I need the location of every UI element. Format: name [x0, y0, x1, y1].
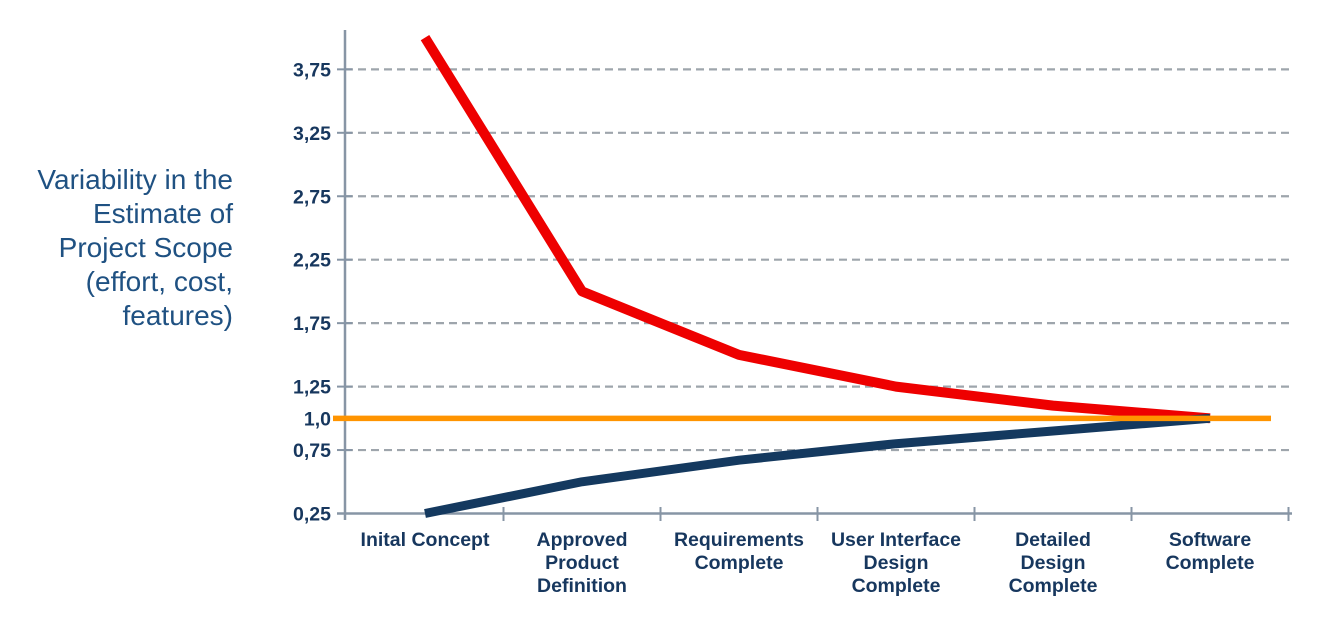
y-tick-label: 0,75 [293, 440, 331, 462]
x-category-label: Requirements Complete [674, 529, 804, 574]
x-category-label: Detailed Design Complete [1009, 529, 1098, 597]
y-tick-label: 2,25 [293, 250, 331, 272]
series-line-low-estimate [424, 413, 1211, 518]
series-line-high-estimate [420, 34, 1211, 424]
x-category-label: User Interface Design Complete [831, 529, 961, 597]
y-tick-label: 1,25 [293, 377, 331, 399]
y-tick-label: 3,25 [293, 123, 331, 145]
y-axis-title: Variability in the Estimate of Project S… [37, 164, 233, 331]
x-category-label: Inital Concept [361, 529, 490, 551]
x-category-label: Software Complete [1166, 529, 1255, 574]
y-tick-label: 1,75 [293, 313, 331, 335]
y-tick-label: 3,75 [293, 59, 331, 81]
y-tick-label: 0,25 [293, 504, 331, 526]
y-tick-label: 1,0 [304, 408, 331, 430]
x-category-label: Approved Product Definition [536, 529, 627, 597]
y-tick-label: 2,75 [293, 186, 331, 208]
